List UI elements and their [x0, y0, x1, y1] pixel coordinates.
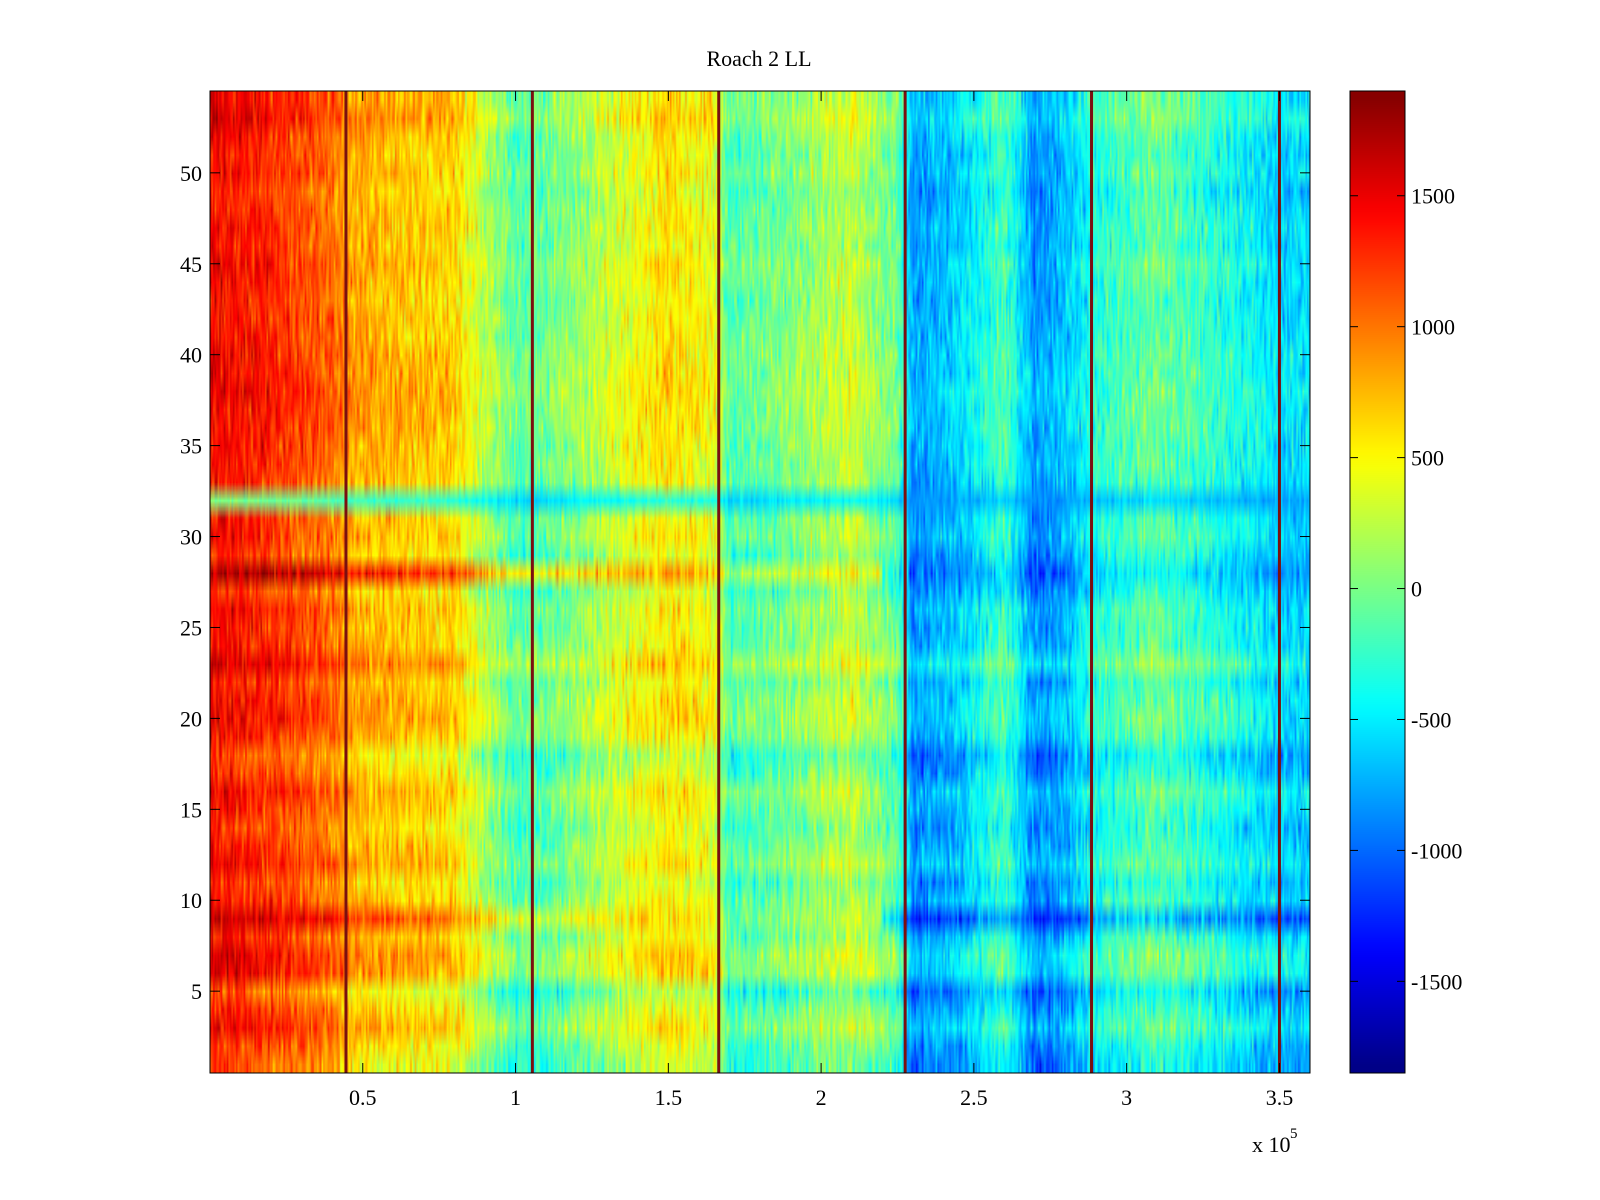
chart-title: Roach 2 LL — [706, 46, 811, 71]
x-tick-label: 2 — [816, 1085, 827, 1110]
segment-boundary-lines — [344, 91, 1281, 1073]
x-multiplier-text: x 10 — [1252, 1132, 1291, 1157]
colorbar-gradient — [1350, 91, 1405, 1073]
colorbar: -1500 -1000 -500 0 500 1000 1500 — [1349, 90, 1462, 1074]
y-tick-label: 15 — [180, 797, 202, 822]
colorbar-tick-label: -500 — [1411, 707, 1451, 732]
colorbar-tick-label: -1000 — [1411, 838, 1462, 863]
y-tick-label: 10 — [180, 888, 202, 913]
colorbar-tick-label: -1500 — [1411, 969, 1462, 994]
x-tick-label: 3.5 — [1266, 1085, 1294, 1110]
y-tick-label: 45 — [180, 252, 202, 277]
y-tick-label: 40 — [180, 343, 202, 368]
x-multiplier-exponent: 5 — [1290, 1126, 1298, 1142]
x-tick-label: 1 — [510, 1085, 521, 1110]
y-tick-label: 30 — [180, 525, 202, 550]
x-exponent-label: x 10 5 — [1252, 1126, 1298, 1157]
x-axis: 0.5 1 1.5 2 2.5 3 3.5 — [349, 91, 1293, 1110]
y-tick-label: 35 — [180, 434, 202, 459]
x-tick-label: 2.5 — [960, 1085, 988, 1110]
y-tick-label: 5 — [191, 979, 202, 1004]
colorbar-ticks: -1500 -1000 -500 0 500 1000 1500 — [1350, 184, 1462, 994]
colorbar-tick-label: 0 — [1411, 577, 1422, 602]
y-tick-label: 25 — [180, 615, 202, 640]
plot-axes-box — [209, 90, 1311, 1074]
x-tick-label: 0.5 — [349, 1085, 377, 1110]
colorbar-box — [1349, 90, 1406, 1074]
colorbar-tick-label: 500 — [1411, 446, 1444, 471]
heatmap-image — [210, 91, 1310, 1073]
heatmap-plot-area — [209, 90, 1311, 1074]
x-tick-label: 1.5 — [655, 1085, 683, 1110]
x-tick-label: 3 — [1121, 1085, 1132, 1110]
y-tick-label: 50 — [180, 161, 202, 186]
y-tick-label: 20 — [180, 706, 202, 731]
colorbar-tick-label: 1500 — [1411, 184, 1455, 209]
colorbar-tick-label: 1000 — [1411, 315, 1455, 340]
y-axis: 5 10 15 20 25 30 35 40 45 50 — [180, 161, 1310, 1004]
